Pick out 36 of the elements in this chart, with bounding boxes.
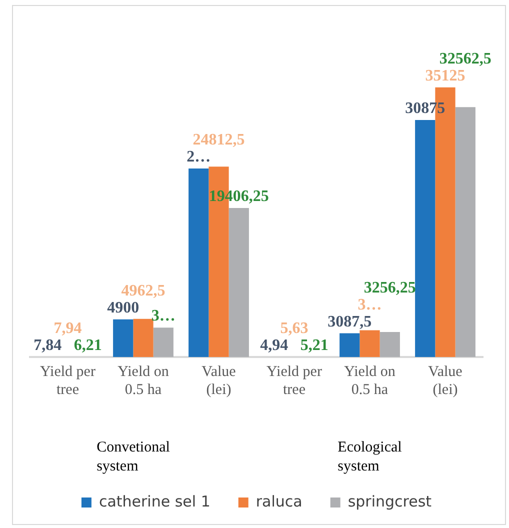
bar xyxy=(380,332,400,357)
data-label: 4962,5 xyxy=(121,282,166,300)
x-tick-label: Yield per tree xyxy=(40,364,96,398)
data-label: 6,21 xyxy=(74,337,102,354)
data-label: 3… xyxy=(151,308,176,325)
bar xyxy=(340,333,360,357)
data-label: 2… xyxy=(186,148,211,166)
bar xyxy=(188,168,209,357)
text: Convetional system xyxy=(96,439,170,474)
legend-label: springcrest xyxy=(348,492,432,510)
x-tick-label: Yield per tree xyxy=(266,364,322,398)
data-label: 4,94 xyxy=(260,337,288,354)
data-label: 3087,5 xyxy=(328,313,372,330)
legend-label: raluca xyxy=(256,492,302,510)
data-label: 32562,5 xyxy=(439,50,492,68)
x-tick-label: Value (lei) xyxy=(428,364,463,398)
bar xyxy=(415,120,436,357)
data-label: 7,94 xyxy=(54,320,82,338)
bar xyxy=(153,328,174,357)
bar xyxy=(360,330,380,357)
bar xyxy=(455,107,476,357)
legend-label: catherine sel 1 xyxy=(98,492,210,510)
data-label: 7,84 xyxy=(34,337,62,354)
data-label: 35125 xyxy=(425,68,466,85)
data-label: 3… xyxy=(358,296,382,314)
data-label: 24812,5 xyxy=(192,132,245,149)
bar xyxy=(113,319,134,357)
x-tick-label: Yield on 0.5 ha xyxy=(118,364,170,398)
x-tick-label: Value (lei) xyxy=(202,364,236,398)
x-tick-label: Yield on 0.5 ha xyxy=(344,364,396,398)
text: Ecological system xyxy=(338,439,402,474)
bar xyxy=(228,208,249,357)
bar xyxy=(133,318,154,357)
data-label: 5,21 xyxy=(300,337,328,354)
data-label: 4900 xyxy=(107,300,140,317)
data-label: 5,63 xyxy=(280,320,308,338)
